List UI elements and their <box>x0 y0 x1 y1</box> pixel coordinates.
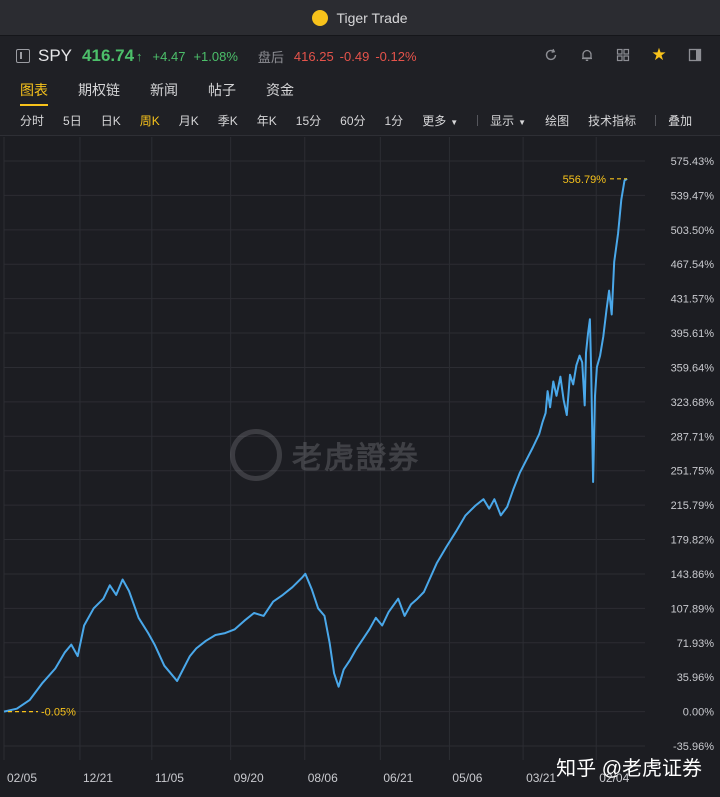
overlay-button[interactable]: 叠加 <box>668 114 693 128</box>
y-tick-label: 287.71% <box>671 431 715 443</box>
after-hours-price: 416.25 <box>293 48 334 64</box>
period-quarterly[interactable]: 季K <box>217 114 238 128</box>
indicators-button[interactable]: 技术指标 <box>588 114 637 128</box>
last-price: 416.74 <box>82 46 135 65</box>
more-label: 更多 <box>422 114 447 128</box>
y-tick-label: 575.43% <box>671 156 715 168</box>
y-tick-label: 431.57% <box>671 294 715 306</box>
y-tick-label: 143.86% <box>671 569 715 581</box>
after-hours-change: -0.49 <box>339 48 370 64</box>
period-daily[interactable]: 日K <box>100 114 121 128</box>
zhihu-watermark: 知乎 @老虎证券 <box>556 758 702 780</box>
quote-bar: SPY 416.74 ↑ +4.47 +1.08% 盘后 416.25 -0.4… <box>0 36 720 76</box>
tab-chart[interactable]: 图表 <box>20 76 48 106</box>
toolbar-divider <box>477 115 479 126</box>
title-bar: Tiger Trade <box>0 0 720 36</box>
y-tick-label: 251.75% <box>671 466 715 478</box>
y-tick-label: 107.89% <box>671 603 715 615</box>
toolbar-divider <box>655 115 657 126</box>
period-monthly[interactable]: 月K <box>178 114 199 128</box>
period-60min[interactable]: 60分 <box>340 114 366 128</box>
price-change: +4.47 <box>152 48 186 64</box>
y-tick-label: 359.64% <box>671 362 715 374</box>
ticker-symbol: SPY <box>38 46 73 65</box>
x-tick-label: 03/21 <box>526 771 556 785</box>
refresh-icon[interactable] <box>540 44 562 66</box>
watermark: 老虎證券 <box>230 429 420 481</box>
y-tick-label: 395.61% <box>671 328 715 340</box>
period-1min[interactable]: 1分 <box>384 114 404 128</box>
sidebar-toggle-icon[interactable] <box>16 49 30 63</box>
x-tick-label: 02/04 <box>599 771 629 785</box>
tab-posts[interactable]: 帖子 <box>208 82 236 98</box>
display-dropdown[interactable]: 显示 ▼ <box>490 112 526 129</box>
period-weekly[interactable]: 周K <box>139 114 160 128</box>
app-title: Tiger Trade <box>336 9 408 26</box>
y-tick-label: 0.00% <box>683 707 714 719</box>
y-tick-label: 179.82% <box>671 535 715 547</box>
period-yearly[interactable]: 年K <box>256 114 277 128</box>
chart-canvas[interactable]: 575.43% 539.47% 503.50% 467.54% 431.57% 395.6… <box>0 137 720 797</box>
x-tick-label: 09/20 <box>234 771 264 785</box>
panel-toggle-icon[interactable] <box>684 44 706 66</box>
bell-icon[interactable] <box>576 44 598 66</box>
tiger-watermark-icon <box>230 429 282 481</box>
y-tick-label: -35.96% <box>673 741 714 753</box>
draw-button[interactable]: 绘图 <box>545 114 570 128</box>
tab-capital[interactable]: 资金 <box>266 82 294 98</box>
x-tick-label: 12/21 <box>83 771 113 785</box>
quote-toolbar: ★ <box>540 44 706 66</box>
y-tick-label: 71.93% <box>677 638 715 650</box>
max-value-label: 556.79% <box>563 174 607 186</box>
y-tick-label: 323.68% <box>671 397 715 409</box>
grid-icon[interactable] <box>612 44 634 66</box>
period-intraday[interactable]: 分时 <box>20 114 45 128</box>
up-arrow-icon: ↑ <box>136 48 143 64</box>
period-5day[interactable]: 5日 <box>63 114 82 128</box>
x-tick-label: 08/06 <box>308 771 338 785</box>
y-tick-label: 467.54% <box>671 259 715 271</box>
more-dropdown[interactable]: 更多 ▼ <box>422 112 458 129</box>
y-tick-label: 35.96% <box>677 672 715 684</box>
y-tick-label: 539.47% <box>671 190 715 202</box>
watermark-text: 老虎證券 <box>292 442 420 475</box>
tiger-logo-icon <box>312 9 329 26</box>
caret-down-icon: ▼ <box>518 118 527 127</box>
period-15min[interactable]: 15分 <box>295 114 322 128</box>
caret-down-icon: ▼ <box>450 118 459 127</box>
min-value-label: -0.05% <box>41 707 76 719</box>
x-tick-label: 11/05 <box>155 771 184 785</box>
series-line <box>3 177 628 713</box>
period-toolbar: 分时 5日 日K 周K 月K 季K 年K 15分 60分 1分 更多 ▼ 显示 ▼ … <box>0 106 720 136</box>
display-label: 显示 <box>490 114 515 128</box>
x-tick-label: 02/05 <box>7 771 37 785</box>
after-hours-label: 盘后 <box>257 49 284 65</box>
price-change-percent: +1.08% <box>193 48 238 64</box>
y-tick-label: 215.79% <box>671 500 715 512</box>
star-icon[interactable]: ★ <box>651 45 667 64</box>
x-tick-label: 06/21 <box>383 771 413 785</box>
content-tabs: 图表 期权链 新闻 帖子 资金 <box>0 76 720 106</box>
x-tick-label: 05/06 <box>452 771 482 785</box>
price-chart[interactable]: 575.43% 539.47% 503.50% 467.54% 431.57% 395.6… <box>0 137 720 797</box>
y-tick-label: 503.50% <box>671 225 715 237</box>
tab-options-chain[interactable]: 期权链 <box>78 82 120 98</box>
after-hours-percent: -0.12% <box>375 48 417 64</box>
tab-news[interactable]: 新闻 <box>150 82 178 98</box>
